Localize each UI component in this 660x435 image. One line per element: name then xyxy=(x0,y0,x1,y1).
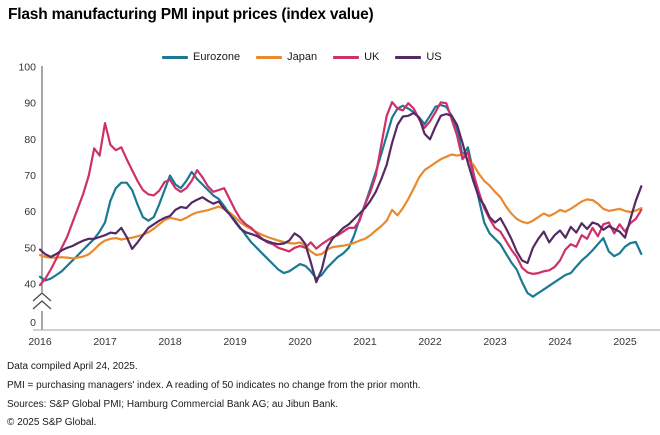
x-axis-tick-label: 2019 xyxy=(223,336,247,348)
japan-line-swatch-icon xyxy=(256,55,283,59)
chart-title: Flash manufacturing PMI input prices (in… xyxy=(8,6,374,23)
y-axis-tick-label: 70 xyxy=(24,170,36,182)
uk-line-swatch-icon xyxy=(333,55,360,59)
y-axis-zero-label: 0 xyxy=(30,317,36,329)
x-axis-tick-label: 2018 xyxy=(158,336,182,348)
legend-label-eurozone: Eurozone xyxy=(193,51,241,63)
footnote-sources: Sources: S&P Global PMI; Hamburg Commerc… xyxy=(7,398,339,410)
y-axis-tick-label: 40 xyxy=(24,279,36,291)
x-axis-tick-label: 2016 xyxy=(28,336,52,348)
x-axis-tick-label: 2017 xyxy=(93,336,117,348)
y-axis-tick-label: 90 xyxy=(24,98,36,110)
x-axis-tick-label: 2023 xyxy=(483,336,507,348)
series-line-uk xyxy=(38,100,643,287)
footnote-pmi-definition: PMI = purchasing managers' index. A read… xyxy=(7,379,421,391)
x-axis-tick-label: 2024 xyxy=(548,336,572,348)
y-axis-tick-label: 50 xyxy=(24,242,36,254)
legend-label-uk: UK xyxy=(364,51,380,63)
series-line-us xyxy=(38,111,643,284)
legend-label-japan: Japan xyxy=(287,51,318,63)
x-axis-tick-label: 2025 xyxy=(613,336,637,348)
x-axis-tick-label: 2020 xyxy=(288,336,312,348)
axis-break-icon xyxy=(32,300,52,310)
x-axis-tick-label: 2021 xyxy=(353,336,377,348)
eurozone-line-swatch-icon xyxy=(162,55,188,59)
series-line-eurozone xyxy=(38,103,643,298)
us-line-swatch-icon xyxy=(395,55,422,59)
legend-item-eurozone: Eurozone xyxy=(162,51,240,63)
y-axis-tick-label: 80 xyxy=(24,134,36,146)
chart-footnotes: Data compiled April 24, 2025. PMI = purc… xyxy=(7,358,421,433)
footnote-data-compiled: Data compiled April 24, 2025. xyxy=(7,361,138,372)
y-axis-tick-label: 60 xyxy=(24,206,36,218)
x-axis-tick-label: 2022 xyxy=(418,336,442,348)
legend-item-japan: Japan xyxy=(256,51,317,63)
series-line-japan xyxy=(38,153,643,260)
legend-item-us: US xyxy=(395,51,442,63)
y-axis-tick-label: 100 xyxy=(18,62,36,74)
axis-break-icon xyxy=(32,292,52,302)
legend-item-uk: UK xyxy=(333,51,379,63)
legend-label-us: US xyxy=(426,51,442,63)
chart-legend: Eurozone Japan UK US xyxy=(162,51,442,63)
footnote-copyright: © 2025 S&P Global. xyxy=(7,417,97,429)
line-chart-plot-area: 100 90 80 70 60 50 40 0 2016 2017 2018 2019 2020 2021… xyxy=(18,62,660,348)
